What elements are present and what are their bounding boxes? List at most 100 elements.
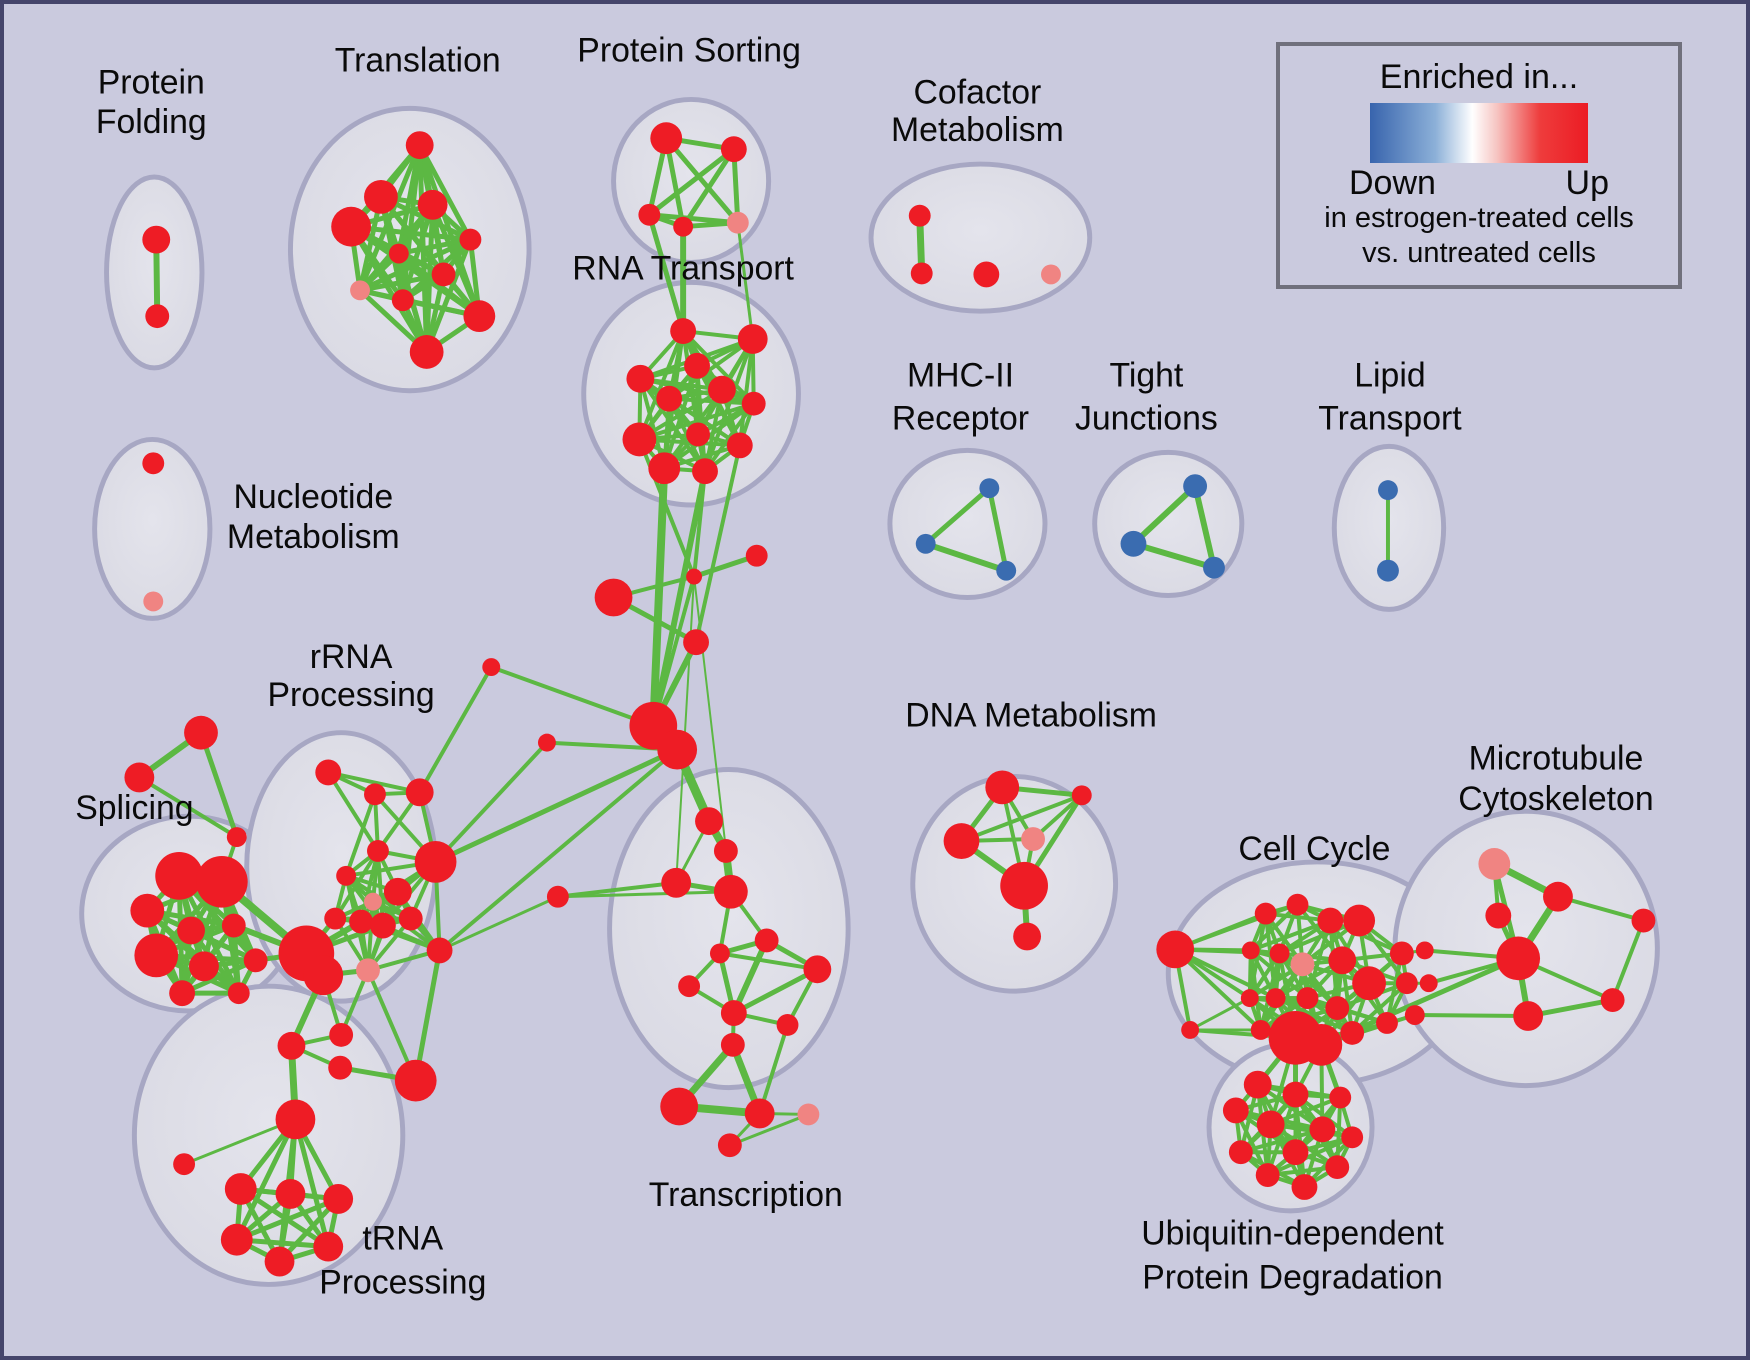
node-cc1[interactable] [1286,893,1309,916]
node-tx8[interactable] [678,975,701,998]
node-tx7[interactable] [803,955,832,984]
node-tn3[interactable] [220,1223,253,1256]
node-lp1[interactable] [1377,559,1399,582]
node-cc14[interactable] [1340,1020,1365,1045]
node-cn1[interactable] [745,544,768,567]
node-cchub1[interactable] [1300,1023,1343,1066]
node-sp2[interactable] [130,893,165,928]
node-tx9[interactable] [720,1000,747,1026]
node-mt5[interactable] [1600,988,1625,1013]
node-rt7[interactable] [686,422,710,447]
node-nm1[interactable] [143,591,164,612]
node-ub11[interactable] [1291,1174,1318,1200]
node-mt6[interactable] [1631,908,1656,933]
node-tx12[interactable] [660,1087,699,1126]
node-tx5[interactable] [754,928,779,953]
node-cn0[interactable] [686,568,703,585]
node-cc17[interactable] [1395,972,1418,995]
node-sp0[interactable] [155,851,203,900]
node-rt8[interactable] [622,422,657,457]
node-ub7[interactable] [1228,1140,1253,1165]
node-tl7[interactable] [350,280,370,301]
node-ub6[interactable] [1341,1126,1364,1149]
node-cc5[interactable] [1269,943,1290,964]
node-u1[interactable] [173,1153,196,1176]
node-cc12[interactable] [1325,996,1350,1020]
node-ub10[interactable] [1255,1163,1280,1187]
node-cc9[interactable] [1240,989,1259,1008]
node-dm1[interactable] [1071,785,1092,806]
node-tx4[interactable] [546,885,569,908]
node-rr14[interactable] [329,1022,354,1047]
node-ub2[interactable] [1329,1086,1352,1109]
node-cc15[interactable] [1376,1012,1398,1034]
node-ub4[interactable] [1256,1110,1285,1139]
node-tx1[interactable] [713,839,738,863]
node-mt1[interactable] [1543,881,1573,912]
node-sp3[interactable] [177,916,205,945]
node-rr4[interactable] [336,865,357,886]
node-tx14[interactable] [797,1103,820,1126]
node-pf1[interactable] [145,304,170,329]
node-rt11[interactable] [692,458,718,485]
node-cf2[interactable] [973,261,1000,288]
node-tx13[interactable] [744,1098,775,1129]
node-rt9[interactable] [726,432,753,459]
node-cc3[interactable] [1343,904,1376,937]
node-cc7[interactable] [1328,946,1357,975]
node-dm0[interactable] [985,770,1020,805]
node-sp8[interactable] [169,980,196,1007]
node-rr8[interactable] [349,909,373,934]
node-bg1[interactable] [537,733,556,752]
node-rr3[interactable] [367,840,389,862]
node-tn4[interactable] [264,1246,295,1277]
node-sp4[interactable] [221,913,246,938]
node-x1[interactable] [394,1059,437,1102]
node-cc13[interactable] [1250,1019,1271,1040]
node-ccl2[interactable] [1181,1020,1200,1039]
node-cc2[interactable] [1317,907,1344,934]
node-cc8[interactable] [1352,966,1386,1001]
node-ps3[interactable] [673,216,694,237]
node-cx2[interactable] [1404,1005,1425,1025]
node-tr1[interactable] [124,762,155,793]
node-mt0[interactable] [1478,848,1511,880]
node-tl4[interactable] [459,228,482,251]
node-dm4[interactable] [1000,861,1048,910]
node-rr10[interactable] [398,906,423,931]
node-sp1[interactable] [196,855,248,908]
node-cf0[interactable] [908,204,931,227]
node-sp6[interactable] [189,951,219,982]
node-cx0[interactable] [1415,941,1434,960]
node-hb1[interactable] [657,729,698,770]
node-tx6[interactable] [709,943,730,964]
node-mt2[interactable] [1485,902,1512,929]
node-ps2[interactable] [638,203,661,226]
node-tl6[interactable] [431,262,456,287]
node-rr13[interactable] [356,958,380,983]
node-tx11[interactable] [720,1032,745,1057]
node-u0[interactable] [277,1031,306,1060]
node-sp5[interactable] [134,933,179,978]
node-rt3[interactable] [626,364,655,393]
node-rr0[interactable] [315,759,342,786]
node-rt6[interactable] [656,385,683,412]
node-sp7[interactable] [243,948,268,973]
node-tn5[interactable] [313,1231,344,1262]
node-ps1[interactable] [720,136,747,163]
node-tl8[interactable] [391,289,414,312]
node-ps4[interactable] [726,211,749,234]
node-rr7[interactable] [324,907,347,930]
node-cx1[interactable] [1419,974,1438,993]
node-tx2[interactable] [661,867,692,898]
node-sp9[interactable] [227,982,250,1005]
node-cc0[interactable] [1254,902,1277,925]
node-tx10[interactable] [776,1014,799,1036]
node-tl10[interactable] [409,335,444,369]
node-rr11[interactable] [426,937,453,964]
node-rr6[interactable] [414,841,457,883]
node-tr2[interactable] [226,827,247,848]
node-rt1[interactable] [737,324,768,354]
node-tj2[interactable] [1203,556,1225,579]
node-lp0[interactable] [1378,480,1398,501]
